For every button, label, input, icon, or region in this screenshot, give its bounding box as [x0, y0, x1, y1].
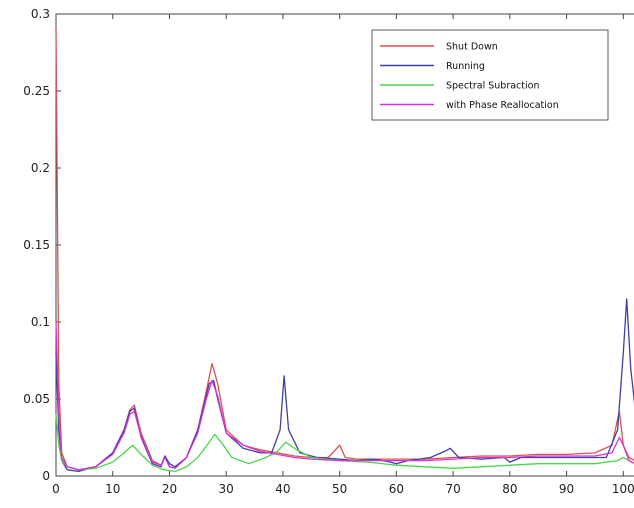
legend-entry-label: with Phase Reallocation: [446, 100, 559, 111]
series-layer: [55, 28, 634, 473]
y-tick-label: 0.1: [31, 315, 50, 329]
y-tick-label: 0: [42, 469, 50, 483]
legend: Shut Down Running Spectral Subraction with …: [371, 29, 609, 121]
x-tick-label: 0: [52, 482, 60, 496]
y-tick-label: 0.2: [31, 161, 50, 175]
legend-entry-label: Spectral Subraction: [446, 81, 539, 92]
x-tick-label: 30: [219, 482, 234, 496]
x-tick-label: 60: [389, 482, 404, 496]
legend-entry-label: Running: [446, 61, 485, 72]
y-tick-label: 0.05: [23, 392, 50, 406]
y-axis: 0 0.05 0.1 0.15 0.2 0.25 0.3: [23, 7, 61, 483]
series-line-spectral-subraction: [55, 413, 634, 473]
y-tick-label: 0.15: [23, 238, 50, 252]
x-tick-label: 100: [612, 482, 634, 496]
x-tick-label: 20: [162, 482, 177, 496]
x-tick-label: 10: [105, 482, 120, 496]
x-tick-label: 90: [559, 482, 574, 496]
x-tick-label: 70: [445, 482, 460, 496]
y-tick-label: 0.3: [31, 7, 50, 21]
series-line-with-phase-reallocation: [55, 321, 634, 471]
y-tick-label: 0.25: [23, 84, 50, 98]
x-axis: 0 10 20 30 40 50 60 70 80 90 100: [52, 14, 634, 496]
x-tick-label: 80: [502, 482, 517, 496]
legend-entry-label: Shut Down: [446, 42, 498, 53]
series-line-running: [55, 298, 634, 473]
x-tick-label: 40: [275, 482, 290, 496]
x-tick-label: 50: [332, 482, 347, 496]
